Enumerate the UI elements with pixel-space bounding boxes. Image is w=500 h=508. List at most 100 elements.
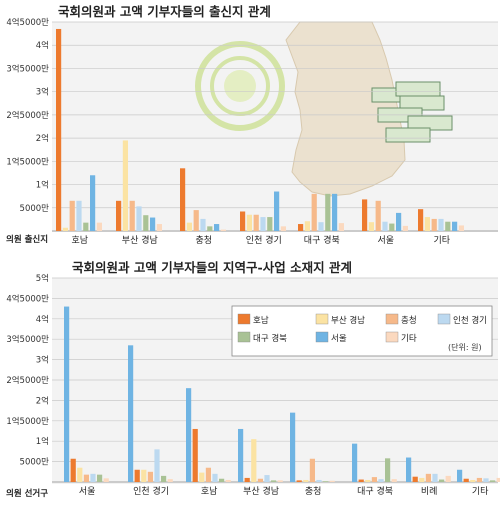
bar-대구-경북-인천-경기: [378, 479, 384, 482]
y-tick-label: 4억5000만: [6, 293, 49, 304]
legend-label: 부산 경남: [331, 315, 365, 326]
bar-비례-부산-경남: [419, 477, 425, 482]
legend-label: 충청: [401, 316, 417, 326]
bar-충청-대구-경북: [207, 226, 213, 231]
x-tick-label: 서울: [79, 486, 96, 497]
bar-인천-경기-인천-경기: [260, 217, 266, 231]
bar-기타-대구-경북: [490, 480, 496, 482]
x-tick-label: 기타: [434, 235, 451, 246]
y-tick-label: 2억5000만: [6, 110, 49, 121]
bar-인천-경기-서울: [274, 191, 280, 231]
bar-호남-서울: [90, 175, 96, 231]
bar-서울-호남: [362, 199, 368, 231]
bar-대구-경북-대구-경북: [325, 193, 331, 231]
bar-대구-경북-기타: [338, 223, 344, 231]
bar-인천-경기-서울: [128, 345, 134, 482]
money-stack-icon: [371, 81, 453, 143]
bar-인천-경기-부산-경남: [246, 214, 252, 231]
bar-비례-대구-경북: [439, 479, 445, 482]
bar-인천-경기-기타: [167, 479, 173, 482]
bar-기타-서울: [457, 469, 463, 482]
y-tick-label: 4억5000만: [6, 17, 49, 28]
bar-부산-경남-인천-경기: [264, 475, 270, 482]
legend-swatch-호남: [237, 313, 251, 325]
legend-label: 대구 경북: [253, 333, 287, 344]
bar-기타-기타: [458, 225, 464, 231]
legend-label: 호남: [253, 316, 269, 326]
legend-swatch-인천-경기: [437, 313, 451, 325]
bar-서울-인천-경기: [90, 473, 96, 482]
bar-기타-인천-경기: [483, 478, 489, 482]
y-tick-label: 4억: [36, 40, 49, 51]
bar-대구-경북-서울: [332, 193, 338, 231]
bar-인천-경기-충청: [147, 471, 153, 482]
bar-서울-서울: [64, 306, 70, 482]
bar-호남-서울: [186, 388, 192, 482]
bar-서울-부산-경남: [368, 222, 374, 231]
unit-note: (단위: 원): [448, 342, 482, 352]
bar-비례-충청: [425, 473, 431, 482]
bar-충청-충청: [309, 458, 315, 482]
legend-swatch-기타: [385, 331, 399, 343]
x-tick-label: 충청: [305, 486, 322, 497]
bar-서울-호남: [70, 458, 76, 482]
x-tick-label: 부산 경남: [243, 485, 279, 497]
bar-기타-호남: [463, 478, 469, 482]
bar-호남-대구-경북: [83, 222, 89, 231]
legend-swatch-대구-경북: [237, 331, 251, 343]
bar-대구-경북-서울: [352, 443, 358, 482]
bar-비례-인천-경기: [432, 473, 438, 482]
bar-서울-대구-경북: [389, 223, 395, 231]
bar-인천-경기-대구-경북: [161, 475, 167, 482]
bar-부산-경남-서울: [150, 217, 156, 231]
bar-서울-서울: [396, 212, 402, 231]
bar-서울-대구-경북: [97, 474, 103, 482]
x-tick-label: 대구 경북: [304, 234, 340, 246]
bar-기타-부산-경남: [424, 217, 430, 231]
y-tick-label: 4억: [36, 314, 49, 325]
x-tick-label: 부산 경남: [122, 234, 158, 246]
bar-기타-서울: [452, 221, 458, 231]
bar-서울-기타: [402, 225, 408, 231]
legend-label: 서울: [331, 334, 347, 344]
y-tick-label: 5000만: [20, 458, 50, 468]
bar-기타-호남: [418, 209, 424, 231]
bar-충청-서울: [214, 224, 220, 231]
y-tick-label: 1억: [36, 180, 49, 191]
bar-부산-경남-대구-경북: [271, 480, 277, 482]
x-tick-label: 인천 경기: [246, 234, 282, 246]
x-axis-label: 의원 선거구: [6, 488, 48, 499]
bar-부산-경남-서울: [238, 428, 244, 482]
bar-부산-경남-인천-경기: [136, 206, 142, 231]
bar-인천-경기-기타: [280, 226, 286, 231]
bar-충청-부산-경남: [303, 479, 309, 482]
x-axis-label: 의원 출신지: [6, 234, 48, 245]
bar-대구-경북-호남: [358, 479, 364, 482]
y-tick-label: 3억5000만: [6, 63, 49, 74]
bar-인천-경기-부산-경남: [141, 469, 147, 482]
bar-기타-충청: [431, 218, 437, 231]
bar-부산-경남-기타: [156, 224, 162, 231]
bar-대구-경북-호남: [298, 224, 304, 231]
bar-대구-경북-충청: [311, 193, 317, 231]
bar-부산-경남-충청: [129, 200, 135, 231]
bar-부산-경남-호남: [116, 200, 122, 231]
x-tick-label: 기타: [472, 486, 489, 497]
bar-비례-호남: [412, 476, 418, 482]
bar-인천-경기-인천-경기: [154, 449, 160, 482]
bar-부산-경남-부산-경남: [251, 439, 257, 482]
bar-호남-기타: [96, 222, 102, 231]
legend-swatch-충청: [385, 313, 399, 325]
bar-비례-서울: [406, 457, 412, 482]
bar-기타-충청: [476, 477, 482, 482]
chart-origin: 국회의원과 고액 기부자들의 출신지 관계 5000만 1억 1억5000만 2억 2억…: [6, 4, 498, 246]
bar-부산-경남-기타: [277, 480, 283, 482]
bar-대구-경북-충청: [371, 477, 377, 482]
bar-호남-부산-경남: [62, 227, 68, 231]
bar-호남-인천-경기: [212, 473, 218, 482]
bar-서울-인천-경기: [382, 221, 388, 231]
x-tick-label: 충청: [196, 235, 213, 246]
y-tick-label: 2억: [36, 395, 49, 406]
bar-대구-경북-기타: [391, 479, 397, 482]
x-tick-label: 비례: [421, 486, 438, 497]
